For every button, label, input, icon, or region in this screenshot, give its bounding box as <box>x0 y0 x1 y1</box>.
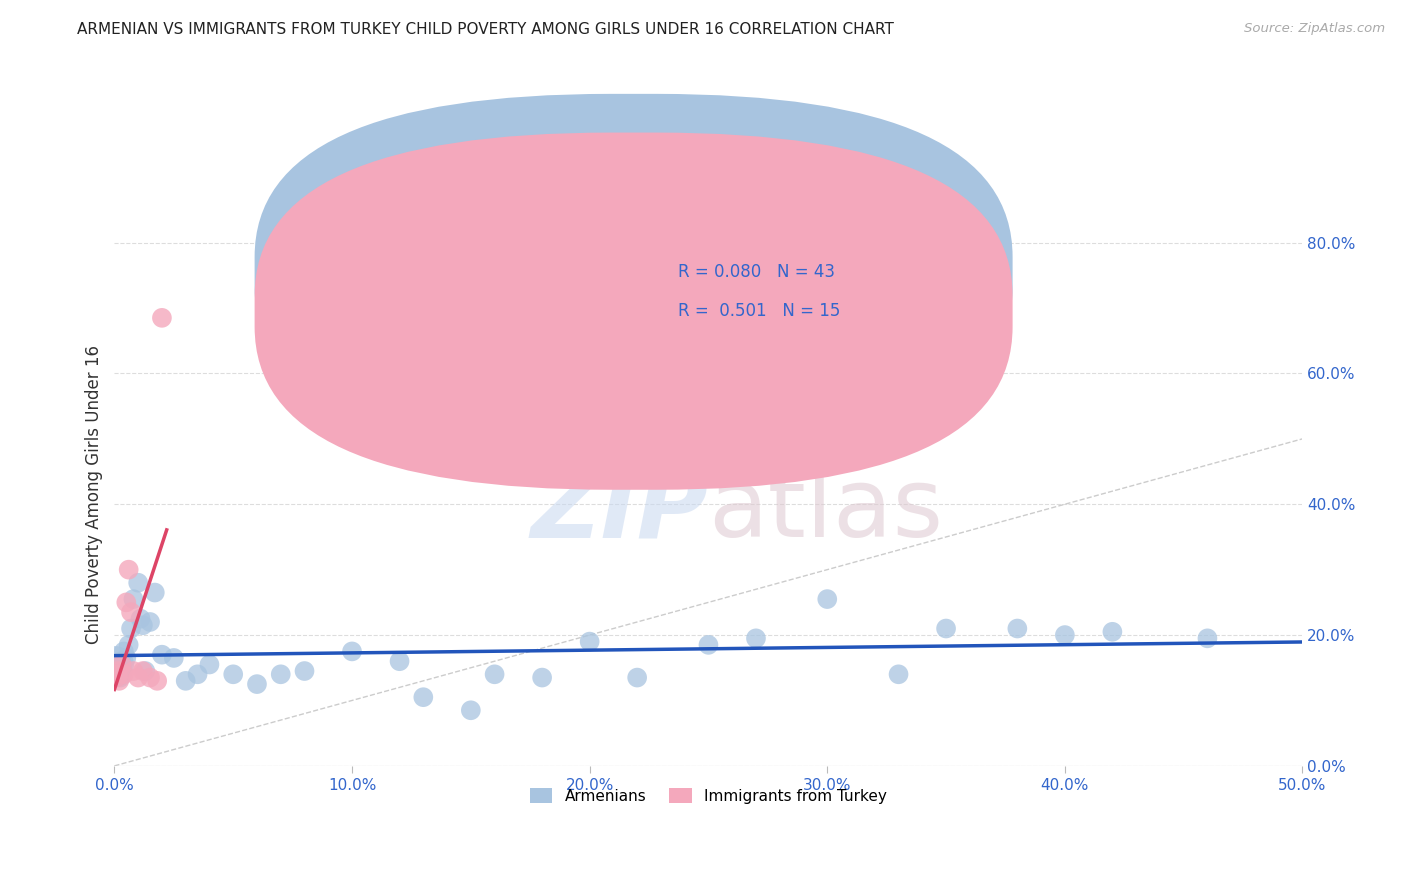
Point <box>108 661 131 675</box>
Point <box>484 667 506 681</box>
Point <box>1007 622 1029 636</box>
FancyBboxPatch shape <box>578 247 934 343</box>
Point <box>340 644 363 658</box>
Point <box>115 651 138 665</box>
Point <box>134 664 156 678</box>
Point <box>270 667 292 681</box>
Point <box>118 638 141 652</box>
Point <box>163 651 186 665</box>
Point <box>412 690 434 705</box>
Point <box>815 592 838 607</box>
Point <box>105 664 128 678</box>
Point <box>150 648 173 662</box>
Point <box>122 592 145 607</box>
Point <box>143 585 166 599</box>
Point <box>104 667 127 681</box>
Text: atlas: atlas <box>709 464 943 558</box>
Text: R = 0.080   N = 43: R = 0.080 N = 43 <box>678 263 835 282</box>
Point <box>118 563 141 577</box>
Point <box>187 667 209 681</box>
Point <box>104 657 127 672</box>
Point <box>745 632 768 646</box>
Point <box>107 667 129 681</box>
Text: ARMENIAN VS IMMIGRANTS FROM TURKEY CHILD POVERTY AMONG GIRLS UNDER 16 CORRELATIO: ARMENIAN VS IMMIGRANTS FROM TURKEY CHILD… <box>77 22 894 37</box>
Point <box>150 310 173 325</box>
Point <box>112 644 135 658</box>
Point <box>110 657 132 672</box>
Point <box>1053 628 1076 642</box>
Point <box>460 703 482 717</box>
FancyBboxPatch shape <box>254 94 1012 451</box>
Point <box>132 664 155 678</box>
Point <box>174 673 197 688</box>
Text: R =  0.501   N = 15: R = 0.501 N = 15 <box>678 302 839 320</box>
Point <box>1101 624 1123 639</box>
Point <box>294 664 316 678</box>
Point <box>139 671 162 685</box>
Point <box>107 664 129 678</box>
Point <box>578 634 600 648</box>
Point <box>222 667 245 681</box>
Point <box>108 673 131 688</box>
Y-axis label: Child Poverty Among Girls Under 16: Child Poverty Among Girls Under 16 <box>86 345 103 644</box>
Point <box>122 664 145 678</box>
Point <box>105 671 128 685</box>
Point <box>935 622 957 636</box>
Point <box>531 671 554 685</box>
Point <box>887 667 910 681</box>
Point <box>112 667 135 681</box>
Point <box>139 615 162 629</box>
Point <box>120 622 142 636</box>
Text: Source: ZipAtlas.com: Source: ZipAtlas.com <box>1244 22 1385 36</box>
Point <box>115 595 138 609</box>
Text: ZIP: ZIP <box>530 464 709 558</box>
Point <box>388 654 411 668</box>
Point <box>110 654 132 668</box>
Point <box>1197 632 1219 646</box>
Legend: Armenians, Immigrants from Turkey: Armenians, Immigrants from Turkey <box>523 781 893 810</box>
Point <box>198 657 221 672</box>
Point <box>146 673 169 688</box>
Point <box>626 671 648 685</box>
Point <box>127 671 149 685</box>
FancyBboxPatch shape <box>254 133 1012 490</box>
Point <box>132 618 155 632</box>
Point <box>120 605 142 619</box>
Point <box>127 575 149 590</box>
Point <box>697 638 720 652</box>
Point <box>246 677 269 691</box>
Point <box>129 612 152 626</box>
Point <box>110 671 132 685</box>
